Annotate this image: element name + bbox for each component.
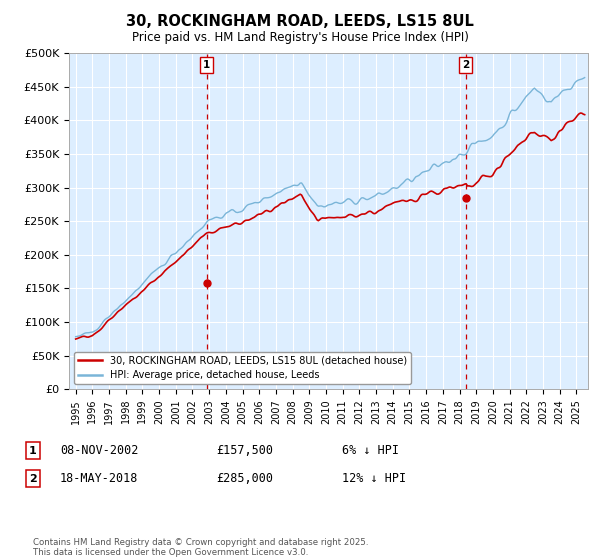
Text: 30, ROCKINGHAM ROAD, LEEDS, LS15 8UL: 30, ROCKINGHAM ROAD, LEEDS, LS15 8UL: [126, 14, 474, 29]
Text: 2: 2: [462, 59, 469, 69]
Text: 6% ↓ HPI: 6% ↓ HPI: [342, 444, 399, 458]
Legend: 30, ROCKINGHAM ROAD, LEEDS, LS15 8UL (detached house), HPI: Average price, detac: 30, ROCKINGHAM ROAD, LEEDS, LS15 8UL (de…: [74, 352, 411, 384]
Text: 08-NOV-2002: 08-NOV-2002: [60, 444, 139, 458]
Text: £285,000: £285,000: [216, 472, 273, 486]
Text: £157,500: £157,500: [216, 444, 273, 458]
Text: Contains HM Land Registry data © Crown copyright and database right 2025.
This d: Contains HM Land Registry data © Crown c…: [33, 538, 368, 557]
Text: 12% ↓ HPI: 12% ↓ HPI: [342, 472, 406, 486]
Text: Price paid vs. HM Land Registry's House Price Index (HPI): Price paid vs. HM Land Registry's House …: [131, 31, 469, 44]
Text: 18-MAY-2018: 18-MAY-2018: [60, 472, 139, 486]
Text: 1: 1: [203, 59, 211, 69]
Text: 1: 1: [29, 446, 37, 456]
Text: 2: 2: [29, 474, 37, 484]
